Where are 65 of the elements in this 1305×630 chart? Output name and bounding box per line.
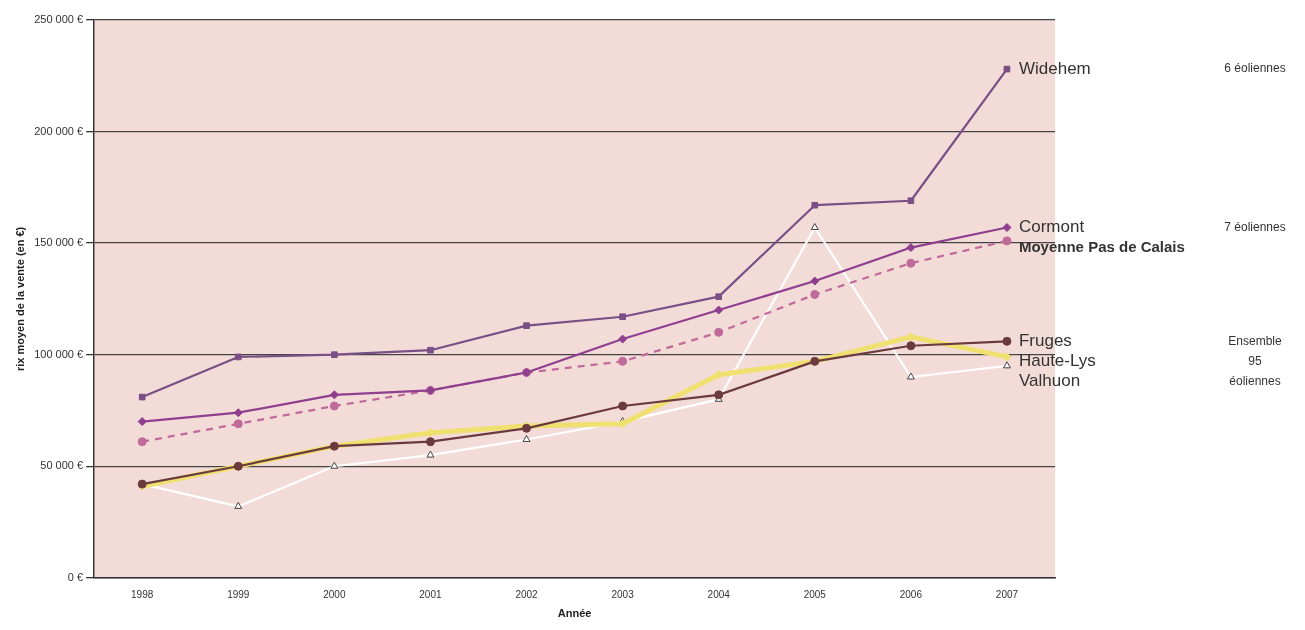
y-tick-label: 150 000 € bbox=[34, 236, 84, 249]
point bbox=[618, 401, 628, 411]
point bbox=[906, 243, 916, 253]
x-tick-label: 2006 bbox=[899, 588, 923, 600]
series-label: Valhuon bbox=[1018, 370, 1081, 390]
point bbox=[233, 408, 243, 418]
point bbox=[138, 393, 146, 401]
point bbox=[425, 437, 435, 447]
point bbox=[330, 461, 339, 469]
x-tick-label: 2001 bbox=[419, 588, 442, 600]
series-label: Cormont bbox=[1018, 217, 1085, 237]
y-tick-label: 0 € bbox=[67, 570, 84, 583]
y-tick-label: 200 000 € bbox=[34, 124, 84, 137]
text: 6 éoliennes bbox=[1224, 61, 1286, 76]
y-tick-label: 50 000 € bbox=[40, 459, 84, 472]
point bbox=[618, 356, 628, 366]
point bbox=[522, 434, 531, 442]
point bbox=[810, 289, 820, 299]
point bbox=[906, 258, 916, 268]
x-axis-title: Année bbox=[557, 607, 592, 620]
point bbox=[137, 417, 147, 427]
point bbox=[233, 419, 243, 429]
x-tick-label: 1999 bbox=[227, 588, 250, 600]
point bbox=[810, 276, 820, 286]
point bbox=[234, 501, 243, 509]
point bbox=[714, 390, 724, 400]
x-tick-label: 2007 bbox=[995, 588, 1019, 600]
point bbox=[811, 201, 819, 209]
x-tick-label: 2003 bbox=[611, 588, 635, 600]
point bbox=[329, 401, 339, 411]
point bbox=[906, 341, 916, 351]
point bbox=[1002, 361, 1011, 369]
point bbox=[1002, 336, 1012, 346]
point bbox=[1002, 236, 1012, 246]
point bbox=[137, 437, 147, 447]
y-axis-title: rix moyen de la vente (en €) bbox=[13, 226, 26, 372]
x-tick-label: 2002 bbox=[515, 588, 539, 600]
x-tick-label: 1998 bbox=[131, 588, 154, 600]
point bbox=[619, 313, 626, 321]
y-tick-label: 250 000 € bbox=[34, 13, 84, 26]
text: Ensemble 95 éoliennes bbox=[1228, 333, 1282, 388]
point bbox=[331, 351, 338, 359]
series-label: Fruges bbox=[1018, 330, 1072, 350]
x-tick-label: 2005 bbox=[803, 588, 827, 600]
point bbox=[1002, 223, 1012, 232]
series-label: Haute-Lys bbox=[1018, 350, 1096, 370]
series-label: Widehem bbox=[1018, 58, 1091, 78]
x-tick-label: 2000 bbox=[323, 588, 346, 600]
point bbox=[810, 223, 819, 230]
point bbox=[906, 372, 915, 380]
point bbox=[618, 334, 628, 344]
point bbox=[426, 450, 435, 458]
text: 7 éoliennes bbox=[1224, 219, 1286, 234]
point bbox=[329, 390, 339, 400]
point bbox=[714, 327, 724, 337]
point bbox=[715, 293, 723, 300]
point bbox=[1003, 65, 1011, 73]
point bbox=[427, 346, 434, 354]
point bbox=[234, 353, 242, 361]
x-tick-label: 2004 bbox=[707, 588, 731, 600]
point bbox=[907, 197, 915, 205]
point bbox=[714, 305, 724, 315]
y-tick-label: 100 000 € bbox=[34, 347, 84, 360]
point bbox=[523, 322, 530, 329]
series-label: Moyenne Pas de Calais bbox=[1018, 237, 1185, 255]
